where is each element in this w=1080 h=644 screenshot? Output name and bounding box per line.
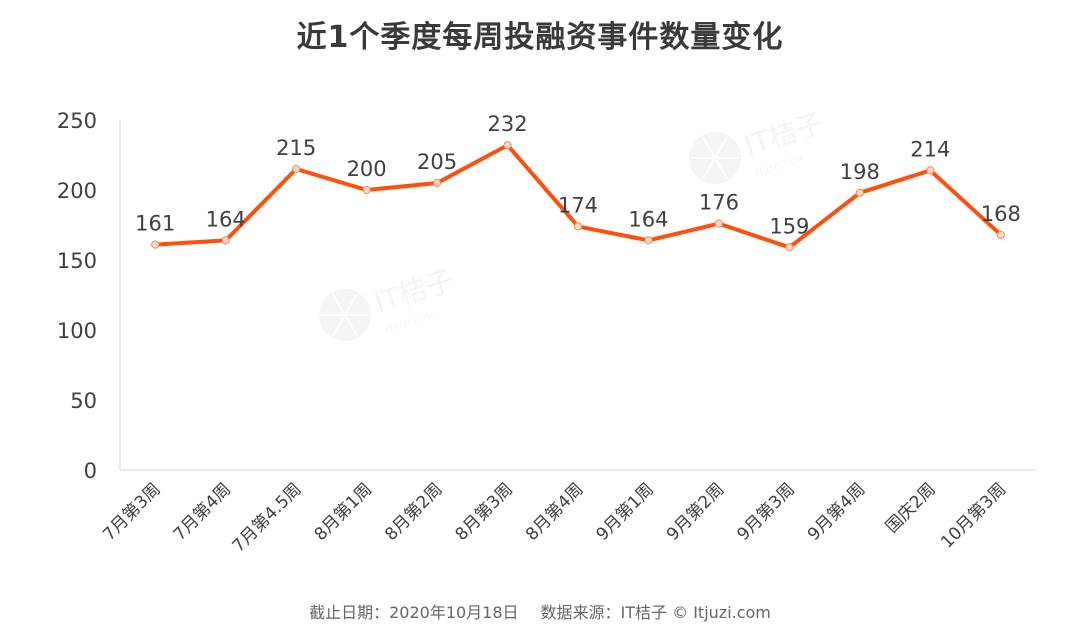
x-tick-label: 9月第3周 bbox=[733, 479, 799, 545]
data-label: 164 bbox=[206, 207, 246, 231]
x-tick-label: 8月第1周 bbox=[311, 479, 377, 545]
data-label: 174 bbox=[558, 193, 598, 217]
y-tick-label: 150 bbox=[57, 249, 97, 273]
y-tick-label: 100 bbox=[57, 319, 97, 343]
data-label: 215 bbox=[276, 136, 316, 160]
x-tick-label: 9月第4周 bbox=[804, 479, 870, 545]
data-label: 168 bbox=[981, 202, 1021, 226]
data-source-note: 数据来源：IT桔子 © Itjuzi.com bbox=[540, 603, 771, 622]
x-tick-label: 国庆2周 bbox=[882, 479, 940, 537]
y-tick-label: 0 bbox=[84, 459, 97, 483]
data-point-marker bbox=[432, 178, 442, 188]
data-label: 164 bbox=[628, 207, 668, 231]
data-label: 161 bbox=[135, 212, 175, 236]
x-tick-label: 9月第2周 bbox=[663, 479, 729, 545]
data-point-marker bbox=[503, 141, 512, 150]
data-labels: 161 164 215 200 205 232 174 164 176 159 198 214 168 bbox=[135, 112, 1021, 238]
x-tick-label: 7月第4周 bbox=[170, 479, 236, 545]
data-label: 232 bbox=[487, 112, 527, 136]
data-point-marker bbox=[292, 164, 301, 174]
x-tick-label: 7月第3周 bbox=[99, 479, 165, 545]
svg-text:IT桔子: IT桔子 bbox=[740, 106, 828, 163]
data-label: 159 bbox=[769, 214, 809, 238]
data-point-marker bbox=[785, 243, 794, 252]
x-tick-label: 8月第3周 bbox=[452, 479, 518, 545]
data-point-marker bbox=[362, 185, 371, 195]
data-label: 205 bbox=[417, 150, 457, 174]
data-point-marker bbox=[644, 236, 653, 245]
x-tick-label: 10月第3周 bbox=[937, 479, 1010, 552]
y-axis-tick-labels: 0 50 100 150 200 250 bbox=[57, 109, 97, 483]
data-series-line bbox=[151, 141, 1005, 252]
data-point-marker bbox=[855, 188, 864, 197]
data-point-marker bbox=[926, 166, 935, 175]
data-label: 198 bbox=[840, 160, 880, 184]
x-tick-label: 8月第4周 bbox=[522, 479, 588, 545]
data-label: 176 bbox=[699, 191, 739, 215]
y-tick-label: 250 bbox=[57, 109, 97, 133]
data-label: 200 bbox=[347, 157, 387, 181]
cutoff-date-note: 截止日期：2020年10月18日 bbox=[309, 603, 519, 622]
y-tick-label: 50 bbox=[70, 389, 97, 413]
x-tick-label: 7月第4.5周 bbox=[229, 479, 306, 556]
x-tick-label: 8月第2周 bbox=[381, 479, 447, 545]
data-point-marker bbox=[714, 219, 724, 228]
chart-title: 近1个季度每周投融资事件数量变化 bbox=[296, 20, 784, 55]
x-tick-label: 9月第1周 bbox=[592, 479, 658, 545]
svg-text:IT桔子: IT桔子 bbox=[370, 263, 458, 320]
data-point-marker bbox=[151, 240, 160, 249]
data-point-marker bbox=[221, 236, 230, 245]
chart-axes bbox=[119, 120, 1036, 471]
data-point-marker bbox=[996, 230, 1005, 239]
data-point-marker bbox=[573, 222, 583, 231]
y-tick-label: 200 bbox=[57, 179, 97, 203]
data-label: 214 bbox=[910, 137, 950, 161]
chart-footer: 截止日期：2020年10月18日 数据来源：IT桔子 © Itjuzi.com bbox=[0, 599, 1080, 623]
